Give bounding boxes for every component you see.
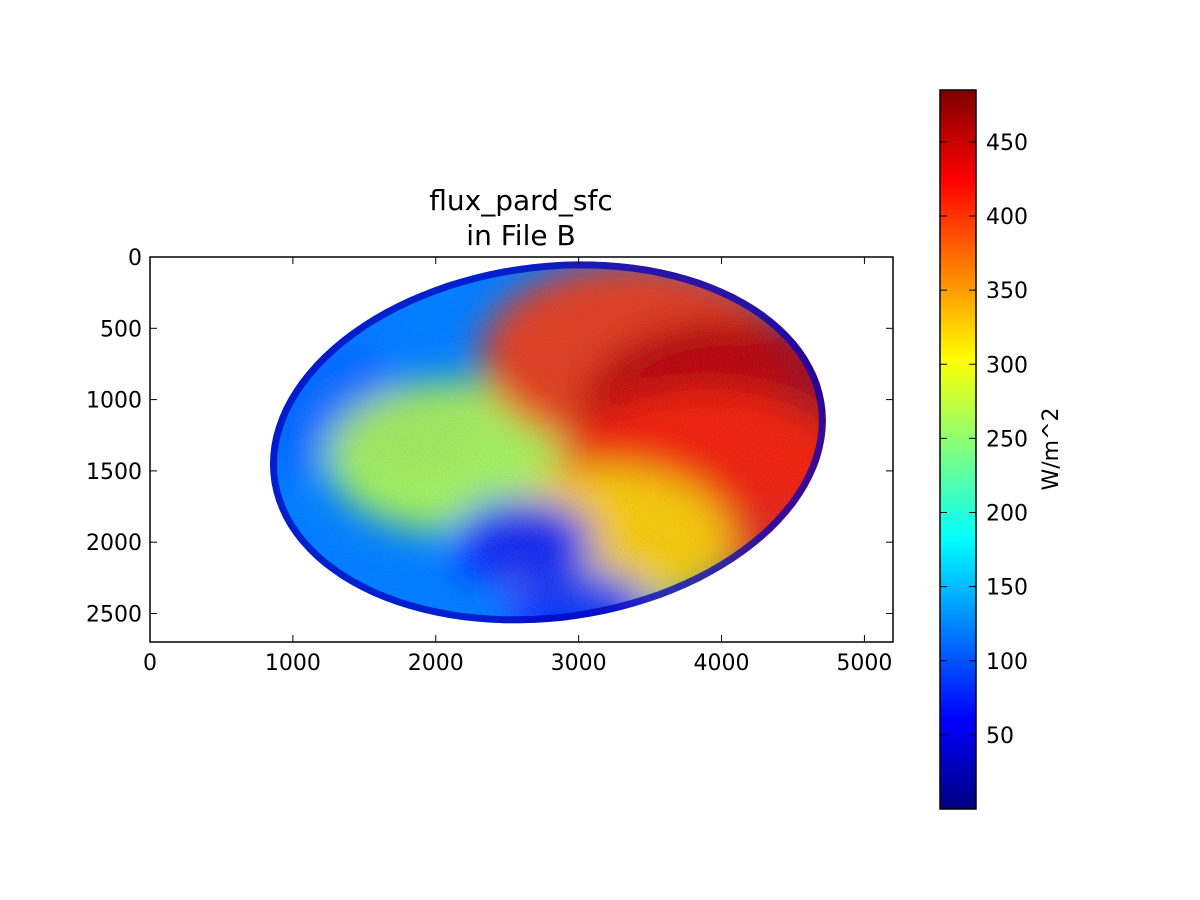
chart-title-line-2: in File B [466,219,575,252]
colorbar-label: W/m^2 [1039,407,1064,490]
x-tick-label: 5000 [836,651,892,676]
x-tick-label: 0 [143,651,157,676]
colorbar-tick-label: 400 [986,205,1028,230]
disk-limb [270,261,826,624]
y-tick-label: 2000 [86,531,142,556]
plot-frame [149,256,894,643]
disk-texture [270,261,826,624]
colorbar-tick-label: 100 [986,650,1028,675]
x-tick-label: 3000 [551,651,607,676]
colorbar-tick-label: 200 [986,502,1028,527]
y-tick-label: 500 [100,317,142,342]
colorbar-ticks: 50 100 150 200 250 300 350 400 450 [940,131,1028,749]
y-tick-label: 2500 [86,602,142,627]
x-tick-label: 2000 [408,651,464,676]
colorbar-tick-label: 150 [986,576,1028,601]
x-tick-label: 4000 [694,651,750,676]
colorbar-tick-label: 450 [986,131,1028,156]
colorbar-tick-label: 350 [986,279,1028,304]
x-axis: 0 1000 2000 3000 4000 5000 [143,257,892,676]
colorbar-tick-label: 50 [986,724,1014,749]
y-axis: 0 500 1000 1500 2000 2500 [86,246,893,627]
chart-title-line-1: flux_pard_sfc [429,184,613,217]
y-tick-label: 1500 [86,460,142,485]
x-tick-label: 1000 [265,651,321,676]
colorbar: 50 100 150 200 250 300 350 400 450 W/m^2 [939,89,1064,810]
colorbar-gradient [940,90,976,809]
colorbar-tick-label: 250 [986,427,1028,452]
colorbar-tick-label: 300 [986,353,1028,378]
y-tick-label: 1000 [86,389,142,414]
colorbar-frame [939,89,977,810]
y-tick-label: 0 [128,246,142,271]
plot-area: 0 1000 2000 3000 4000 5000 0 500 1000 1500 2000 25… [86,246,894,676]
